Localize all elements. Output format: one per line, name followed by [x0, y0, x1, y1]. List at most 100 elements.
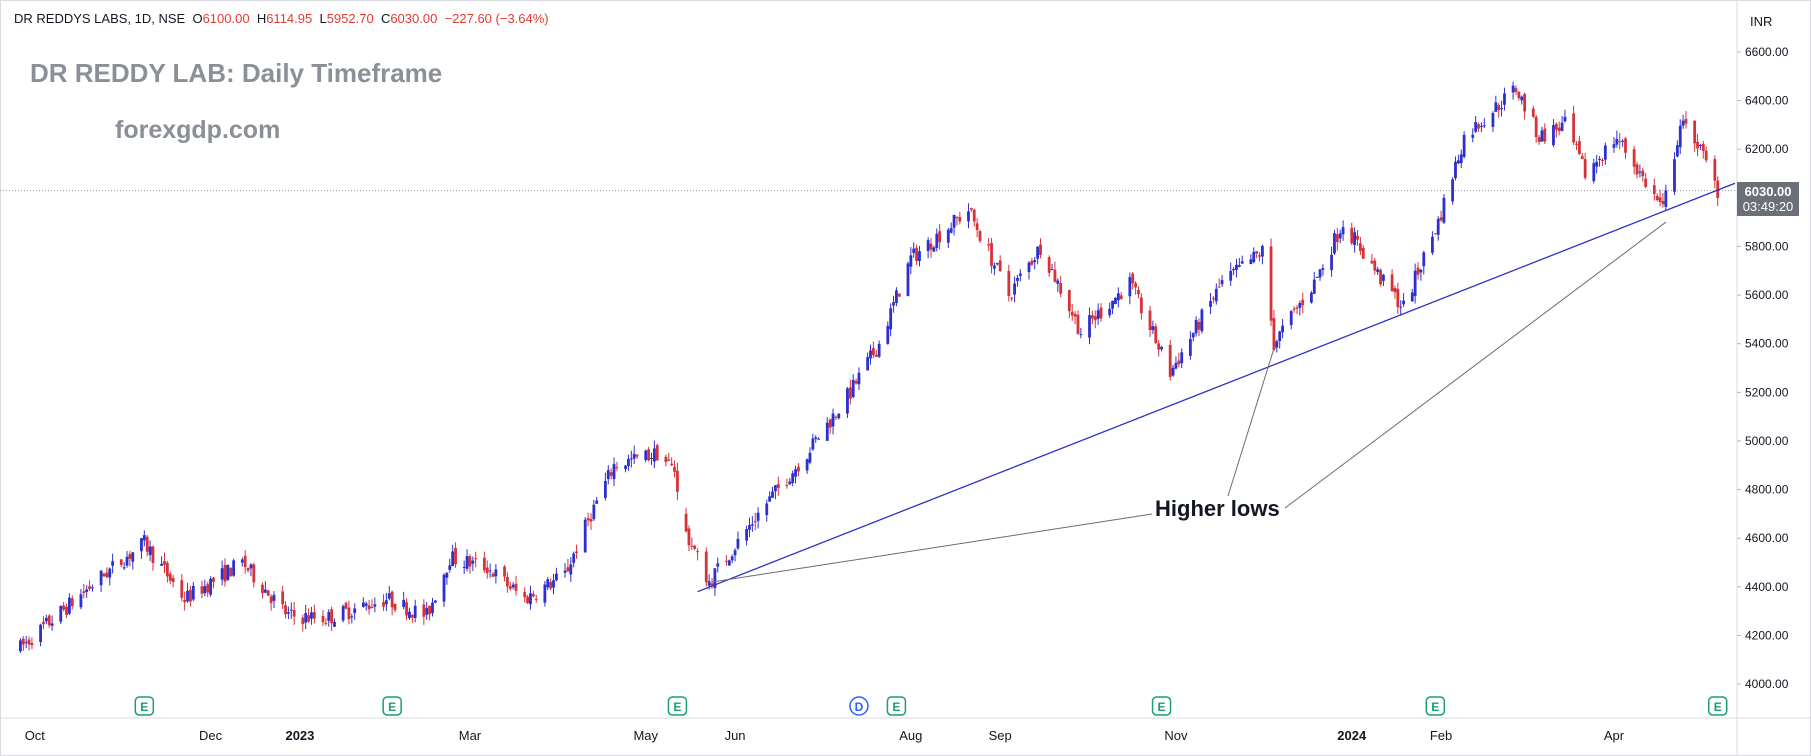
candle-body [1139, 297, 1143, 314]
earnings-event-glyph: E [892, 700, 900, 714]
candle-body [730, 556, 734, 561]
candle-body [1197, 322, 1201, 330]
candle-body [549, 582, 553, 589]
earnings-event-icon [1707, 696, 1728, 716]
candle-body [1471, 134, 1475, 138]
candle-body [347, 607, 351, 620]
candle-body [284, 605, 287, 615]
candle-body [1114, 297, 1117, 304]
candle-body [1073, 313, 1077, 317]
candle-body [886, 325, 890, 344]
candle-body [650, 458, 653, 460]
candle-body [140, 538, 143, 552]
candle-body [1275, 341, 1279, 348]
candle-body [794, 469, 797, 477]
candle-body [624, 465, 627, 470]
candle-body [393, 603, 397, 611]
candle-body [603, 480, 607, 498]
candle-body [261, 584, 264, 594]
candle-body [1658, 197, 1662, 202]
candle-body [1200, 309, 1204, 332]
candle-body [1442, 197, 1446, 223]
candle-body [1618, 141, 1622, 143]
candle-body [1298, 303, 1302, 308]
candle-body [975, 223, 979, 231]
candle-body [929, 243, 933, 250]
candle-body [1655, 195, 1659, 200]
candle-body [1013, 283, 1016, 295]
candle-body [1644, 178, 1648, 187]
candle-body [79, 594, 83, 608]
candle-body [1675, 145, 1679, 157]
candle-body [1356, 235, 1359, 240]
candle-body [1258, 255, 1261, 257]
candle-body [1664, 190, 1668, 207]
candle-body [1661, 200, 1665, 205]
candle-body [926, 240, 930, 252]
candle-body [797, 466, 800, 472]
candle-body [595, 500, 599, 504]
candle-body [572, 553, 576, 563]
candle-body [99, 570, 103, 586]
candle-body [122, 567, 126, 569]
candle-body [1603, 145, 1607, 160]
candle-body [1232, 268, 1235, 271]
candle-body [431, 602, 434, 614]
candle-body [1321, 268, 1325, 270]
candle-body [912, 248, 916, 254]
candle-body [1393, 287, 1397, 293]
candle-body [111, 561, 115, 566]
candle-body [1422, 252, 1426, 267]
candle-body [632, 453, 636, 459]
candle-body [353, 608, 357, 614]
candle-body [1108, 308, 1112, 316]
candle-body [191, 585, 195, 600]
low-value: 5952.70 [326, 11, 374, 26]
candle-body [895, 290, 898, 303]
candle-body [1673, 159, 1676, 192]
earnings-event-icon [134, 696, 155, 716]
candle-body [1652, 185, 1656, 194]
price-tick-label: 4400.00 [1745, 580, 1789, 594]
candle-body [1480, 125, 1483, 127]
time-tick-label: Aug [899, 728, 922, 743]
candle-body [785, 485, 789, 487]
candle-body [1053, 269, 1057, 282]
price-tick-label: 5600.00 [1745, 288, 1789, 302]
earnings-event-glyph: E [140, 700, 148, 714]
earnings-event-icon [1151, 696, 1172, 716]
time-tick-label: Nov [1164, 728, 1188, 743]
candle-body [1612, 144, 1616, 148]
candle-body [871, 348, 875, 356]
candle-body [243, 555, 247, 568]
candle-body [465, 556, 469, 569]
candle-body [330, 609, 334, 624]
change-value: −227.60 (−3.64%) [444, 11, 549, 26]
candle-body [869, 350, 872, 359]
candle-body [488, 570, 492, 572]
candle-body [1070, 311, 1074, 316]
candle-body [312, 612, 316, 619]
candle-body [410, 614, 414, 618]
candle-body [967, 211, 970, 222]
candle-body [1615, 138, 1619, 145]
candle-body [301, 617, 305, 625]
candle-body [1557, 127, 1561, 132]
candle-body [667, 459, 671, 461]
candle-body [676, 470, 679, 492]
candle-body [249, 564, 253, 569]
candle-body [145, 536, 149, 552]
candle-body [503, 566, 506, 577]
candle-body [1212, 298, 1215, 300]
candle-body [1039, 244, 1042, 255]
candle-body [266, 590, 270, 596]
candle-body [612, 464, 616, 480]
candle-body [1598, 158, 1601, 160]
higher-lows-annotation[interactable]: Higher lows [1155, 496, 1280, 521]
candle-body [814, 437, 818, 440]
candle-body [289, 609, 293, 611]
candle-body [690, 545, 694, 547]
candle-body [1128, 277, 1132, 297]
candle-body [333, 621, 336, 627]
